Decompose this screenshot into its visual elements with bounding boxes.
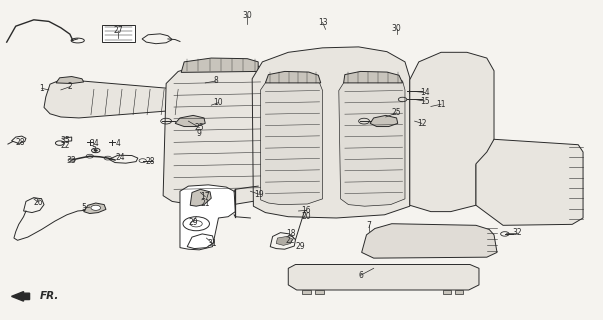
Text: 22: 22 (286, 236, 295, 245)
Text: 30: 30 (392, 24, 402, 33)
Text: 13: 13 (318, 18, 327, 27)
Polygon shape (339, 76, 405, 206)
Text: 12: 12 (417, 119, 426, 128)
Text: 28: 28 (15, 138, 25, 147)
Polygon shape (265, 71, 321, 83)
Text: 30: 30 (242, 12, 252, 20)
Polygon shape (175, 116, 205, 126)
Polygon shape (476, 139, 583, 225)
Text: 22: 22 (61, 141, 71, 150)
Polygon shape (163, 62, 265, 205)
Bar (302, 290, 311, 294)
Text: 6: 6 (358, 271, 363, 280)
Polygon shape (84, 203, 106, 213)
Text: 14: 14 (420, 88, 430, 97)
Bar (102, 25, 135, 42)
Text: 31: 31 (207, 239, 217, 248)
Text: 25: 25 (392, 108, 402, 117)
Text: 27: 27 (113, 27, 123, 36)
Polygon shape (56, 76, 84, 84)
Polygon shape (260, 77, 323, 204)
FancyArrow shape (11, 292, 30, 301)
Polygon shape (44, 80, 199, 118)
Text: 11: 11 (437, 100, 446, 109)
Polygon shape (252, 47, 410, 218)
Text: 26: 26 (33, 197, 43, 206)
Polygon shape (410, 52, 494, 212)
Text: 19: 19 (254, 190, 264, 199)
Polygon shape (288, 265, 479, 290)
Bar (315, 290, 324, 294)
Text: 24: 24 (115, 153, 125, 162)
Text: 9: 9 (197, 129, 201, 138)
Polygon shape (362, 224, 497, 258)
Text: 32: 32 (512, 228, 522, 237)
Text: 2: 2 (68, 82, 72, 91)
Text: 33: 33 (67, 156, 77, 164)
Text: 29: 29 (295, 242, 305, 251)
Circle shape (94, 149, 98, 151)
Bar (455, 290, 463, 294)
Text: 10: 10 (213, 98, 223, 107)
Polygon shape (370, 116, 398, 126)
Polygon shape (180, 185, 235, 250)
Text: 8: 8 (213, 76, 218, 85)
Polygon shape (190, 189, 211, 206)
Text: 16: 16 (302, 206, 311, 215)
Text: 35: 35 (61, 136, 71, 145)
Text: 28: 28 (145, 157, 154, 166)
Polygon shape (178, 101, 200, 109)
Text: 29: 29 (188, 218, 198, 227)
Text: 25: 25 (194, 123, 204, 132)
Text: 18: 18 (286, 229, 295, 238)
Text: FR.: FR. (40, 291, 59, 301)
Polygon shape (344, 71, 403, 83)
Polygon shape (276, 236, 292, 245)
Text: 17: 17 (200, 192, 210, 201)
Text: 20: 20 (302, 212, 311, 221)
Text: 3: 3 (92, 146, 96, 155)
Polygon shape (181, 58, 258, 72)
Text: 21: 21 (200, 198, 210, 207)
Text: 7: 7 (367, 221, 371, 230)
Text: 1: 1 (39, 84, 44, 93)
Text: 4: 4 (116, 139, 121, 148)
Text: 34: 34 (89, 139, 99, 148)
Text: 5: 5 (81, 203, 86, 212)
Circle shape (91, 205, 101, 210)
Bar (443, 290, 451, 294)
Text: 15: 15 (420, 97, 430, 106)
